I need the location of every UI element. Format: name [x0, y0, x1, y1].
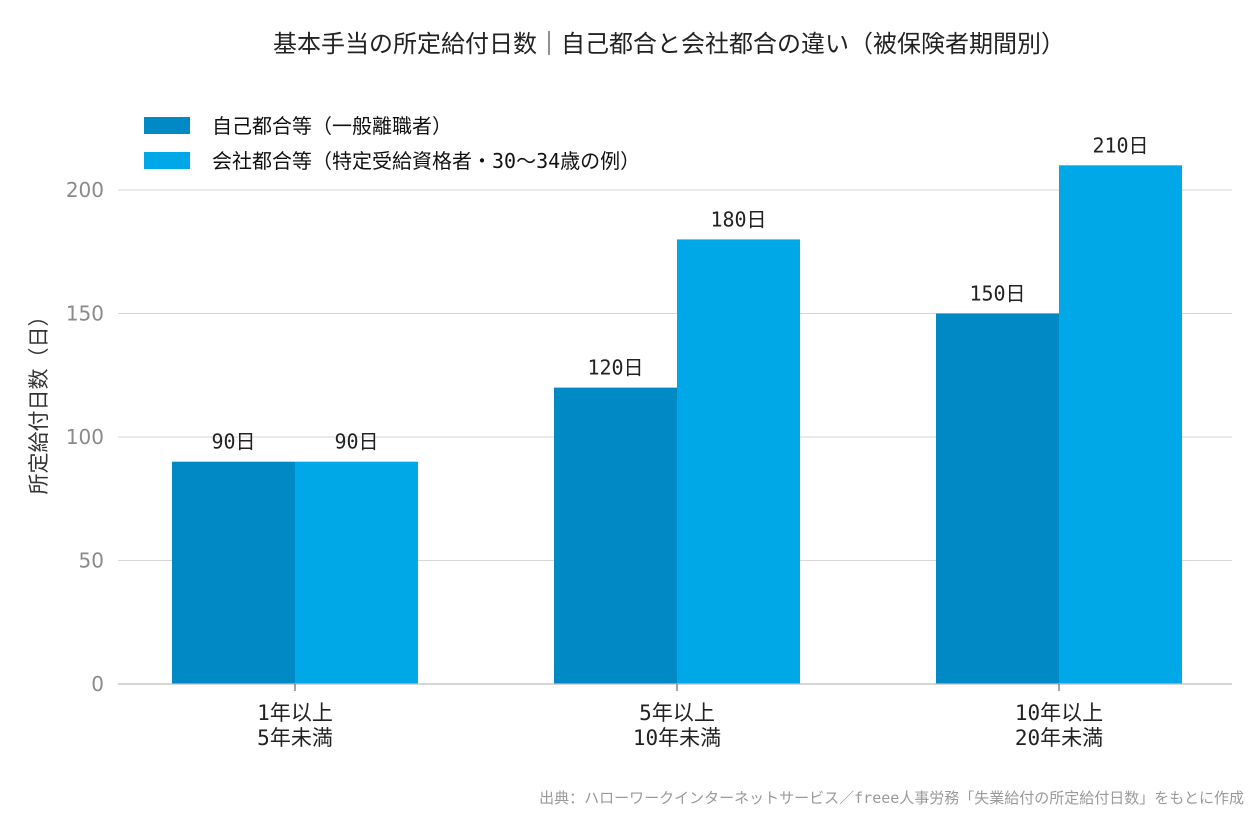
y-tick-label: 50: [79, 549, 104, 573]
data-label-series-1-category-2: 120日: [587, 356, 643, 380]
x-tick-label-line: 5年以上: [639, 701, 715, 725]
y-axis-ticks: 0 50 100 150 200: [66, 178, 104, 696]
bar-series-2-category-2: [677, 239, 800, 684]
legend-label-series-1: 自己都合等（一般離職者）: [212, 114, 452, 138]
x-tick-label-line: 1年以上: [257, 701, 333, 725]
x-tick-label-2: 5年以上 10年未満: [633, 701, 721, 750]
y-axis-label: 所定給付日数（日）: [27, 306, 51, 495]
data-label-series-2-category-2: 180日: [710, 207, 766, 231]
source-note: 出典：ハローワークインターネットサービス／freee人事労務「失業給付の所定給付…: [539, 789, 1244, 807]
x-tick-label-line: 5年未満: [257, 726, 333, 750]
chart-title: 基本手当の所定給付日数｜自己都合と会社都合の違い（被保険者期間別）: [273, 30, 1065, 58]
x-tick-label-line: 10年未満: [633, 726, 721, 750]
y-tick-label: 100: [66, 425, 104, 449]
bar-series-1-category-1: [172, 461, 295, 684]
legend-swatch-series-1: [144, 117, 190, 134]
data-label-series-1-category-3: 150日: [969, 282, 1025, 306]
data-label-series-2-category-3: 210日: [1092, 133, 1148, 157]
y-tick-label: 0: [91, 672, 104, 696]
data-label-series-1-category-1: 90日: [211, 430, 255, 454]
x-tick-label-line: 20年未満: [1015, 726, 1103, 750]
data-labels: 90日 120日 150日 90日 180日 210日: [211, 133, 1148, 453]
data-label-series-2-category-1: 90日: [334, 430, 378, 454]
bar-series-2-category-1: [295, 461, 418, 684]
bar-series-1-category-2: [554, 387, 677, 684]
x-tick-label-line: 10年以上: [1015, 701, 1103, 725]
bar-series-1-category-3: [936, 313, 1059, 684]
legend-label-series-2: 会社都合等（特定受給資格者・30〜34歳の例）: [212, 149, 640, 173]
x-tick-label-3: 10年以上 20年未満: [1015, 701, 1103, 750]
y-tick-label: 200: [66, 178, 104, 202]
bars: [172, 165, 1182, 685]
legend: 自己都合等（一般離職者） 会社都合等（特定受給資格者・30〜34歳の例）: [144, 114, 640, 173]
bar-series-2-category-3: [1059, 165, 1182, 685]
y-tick-label: 150: [66, 302, 104, 326]
x-axis-ticks: 1年以上 5年未満 5年以上 10年未満 10年以上 20年未満: [257, 684, 1103, 750]
legend-swatch-series-2: [144, 152, 190, 169]
x-tick-label-1: 1年以上 5年未満: [257, 701, 333, 750]
